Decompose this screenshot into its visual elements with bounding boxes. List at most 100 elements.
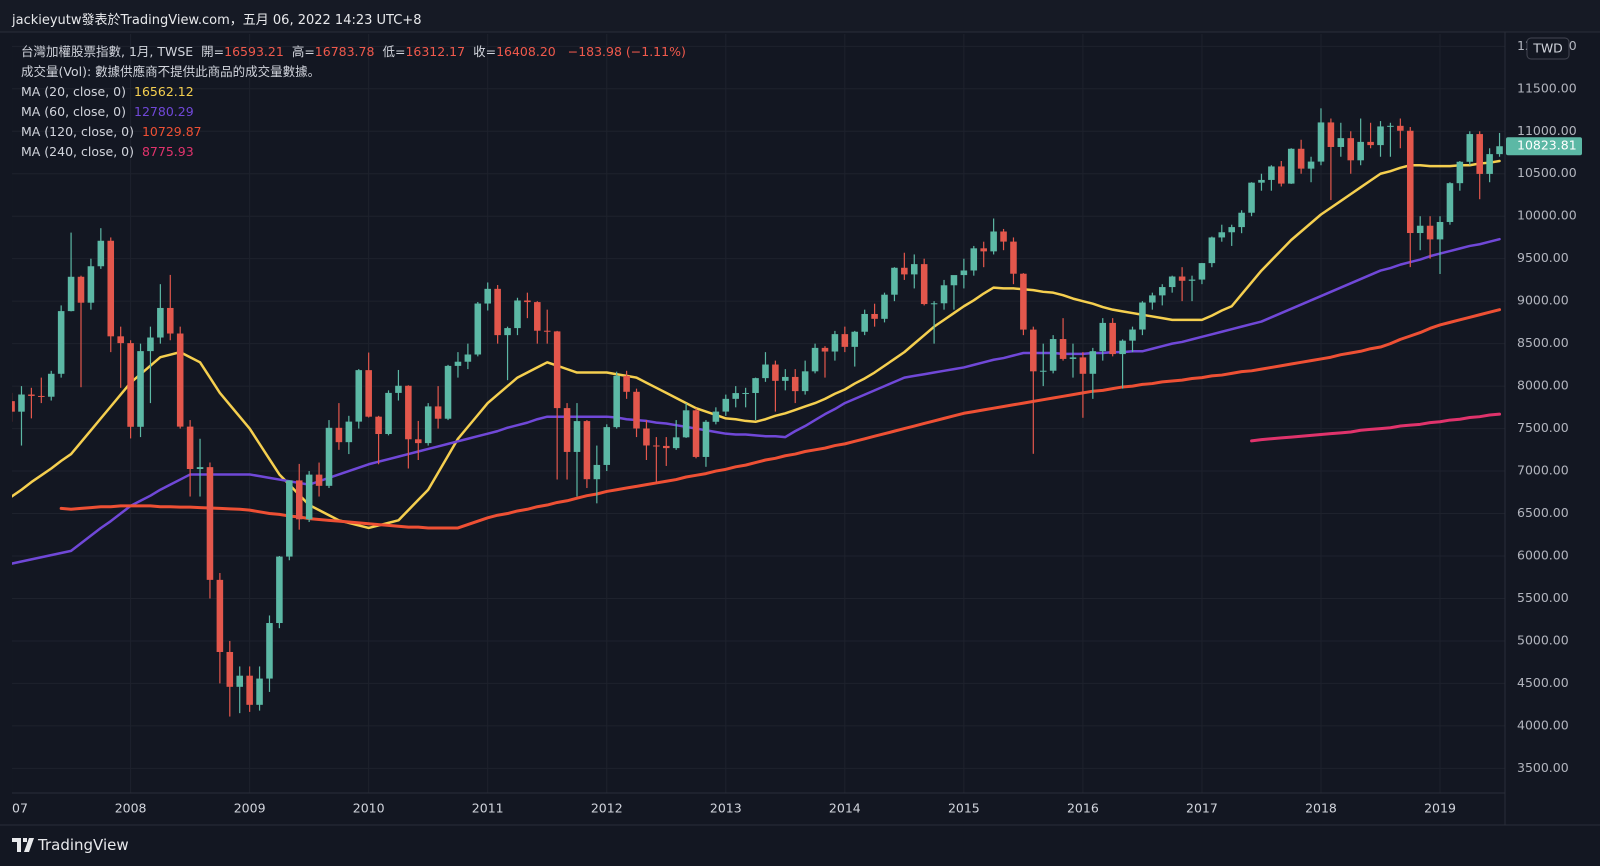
candle-body (1149, 295, 1156, 303)
candle-body (494, 288, 501, 336)
candle-body (28, 394, 35, 396)
candle-body (216, 579, 224, 652)
candle-body (762, 364, 769, 379)
ma-legend-row: MA (240, close, 0) 8775.93 (21, 142, 686, 162)
candle-body (87, 266, 95, 303)
candle-body (454, 361, 462, 366)
candle-body (772, 364, 779, 381)
candle-body (1059, 339, 1067, 359)
y-tick-label: 11000.00 (1517, 123, 1577, 138)
ma-line (1250, 412, 1502, 443)
x-tick-label: 07 (12, 801, 28, 816)
candle-body (415, 439, 422, 444)
ohlc-label: 低= (382, 44, 406, 59)
candle-body (1278, 166, 1285, 184)
candle-body (534, 302, 541, 331)
candle-body (1228, 227, 1235, 233)
candle-body (305, 474, 313, 520)
candle-body (712, 411, 720, 422)
y-tick-label: 7000.00 (1517, 463, 1569, 478)
candle-body (871, 313, 878, 319)
ma-value: 16562.12 (134, 84, 194, 99)
y-tick-label: 11500.00 (1517, 80, 1577, 95)
candle-body (563, 408, 571, 452)
candle-body (851, 331, 859, 347)
candle-body (960, 270, 968, 276)
candle-body (732, 393, 739, 399)
candle-body (1476, 134, 1483, 174)
ohlc-value: 16783.78 (314, 44, 375, 59)
ohlc-label: 開= (201, 44, 225, 59)
candle-body (1129, 329, 1136, 341)
overlay: 10823.81 TWD (1506, 37, 1582, 156)
y-tick-label: 6000.00 (1517, 547, 1569, 562)
candle-body (623, 375, 630, 392)
candle-body (1218, 232, 1226, 238)
candle-body (682, 410, 690, 438)
candle-body (950, 275, 958, 286)
candle-body (295, 480, 303, 520)
candle-body (801, 371, 809, 392)
candle-body (930, 303, 938, 305)
candle-body (147, 337, 154, 352)
candle-body (722, 398, 730, 412)
ohlc-value: 16408.20 (496, 44, 556, 59)
ohlc: 開=16593.21 高=16783.78 低=16312.17 收=16408.20 (197, 44, 556, 59)
x-tick-label: 2015 (948, 801, 980, 816)
candle-body (504, 328, 511, 336)
ma-value: 8775.93 (141, 144, 194, 159)
y-tick-label: 10000.00 (1517, 208, 1577, 223)
ma-value: 10729.87 (141, 124, 202, 139)
candle-body (1238, 212, 1245, 228)
candle-body (1496, 146, 1503, 155)
candle-body (643, 428, 650, 446)
candle-body (1486, 154, 1493, 174)
last-price-label: 10823.81 (1517, 138, 1577, 153)
ma-legend-row: MA (120, close, 0) 10729.87 (21, 122, 686, 142)
change: −183.98 (−1.11%) (567, 44, 686, 59)
x-tick-label: 2009 (234, 801, 266, 816)
volume-note: 成交量(Vol): 數據供應商不提供此商品的成交量數據。 (21, 64, 321, 79)
candle-body (1039, 370, 1047, 372)
header-bar (0, 0, 1600, 32)
candle-body (186, 426, 194, 470)
candle-body (127, 343, 134, 427)
ma-name: MA (240, close, 0) (21, 144, 134, 159)
candle-body (434, 406, 442, 419)
candle-body (1158, 287, 1166, 296)
candle-body (365, 370, 372, 417)
ma-name: MA (60, close, 0) (21, 104, 127, 119)
y-tick-label: 8000.00 (1517, 378, 1569, 393)
candle-body (1099, 322, 1107, 352)
candle-body (176, 333, 184, 427)
candle-body (1387, 125, 1394, 127)
candle-body (1069, 357, 1077, 359)
candle-body (1208, 237, 1216, 264)
candle-body (444, 365, 452, 419)
candle-body (881, 294, 888, 319)
candle-body (821, 347, 829, 352)
candle-body (57, 311, 65, 374)
candle-body (573, 421, 581, 452)
y-tick-label: 5500.00 (1517, 590, 1569, 605)
candle-body (1030, 329, 1037, 372)
last-price-box (1506, 137, 1582, 156)
candle-body (524, 300, 531, 303)
x-tick-label: 2017 (1186, 801, 1218, 816)
ma-legend-row: MA (60, close, 0) 12780.29 (21, 102, 686, 122)
ma-line (12, 159, 1501, 530)
candle-body (395, 385, 402, 393)
candle-body (653, 445, 660, 447)
candle-body (672, 437, 680, 449)
candle-body (18, 394, 25, 412)
candle-body (702, 421, 710, 457)
candle-body (811, 347, 819, 372)
candle-body (464, 354, 472, 362)
candle-body (553, 331, 561, 409)
candle-body (137, 351, 144, 427)
candle-body (1089, 351, 1097, 374)
candle-body (583, 421, 591, 480)
legend: 台灣加權股票指數, 1月, TWSE 開=16593.21 高=16783.78 低… (21, 42, 686, 162)
x-tick-label: 2013 (710, 801, 742, 816)
